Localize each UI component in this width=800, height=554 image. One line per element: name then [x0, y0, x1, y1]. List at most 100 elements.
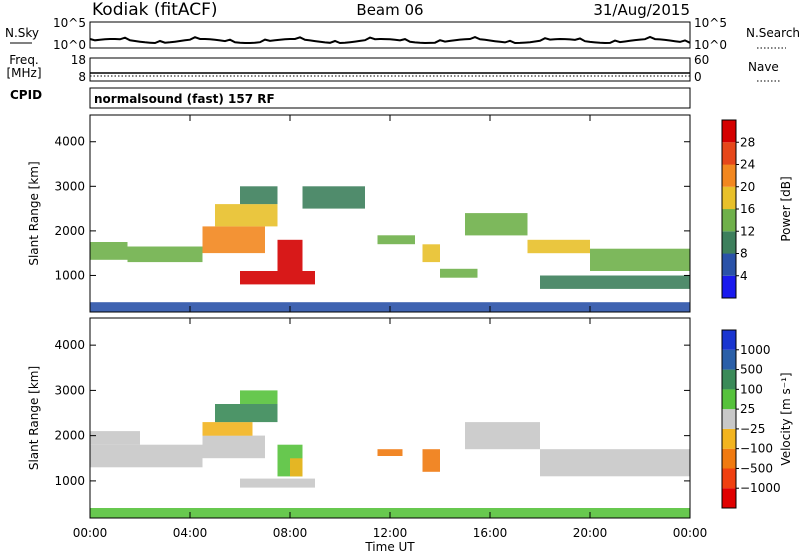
noise-right-tick-top: 10^5 [694, 16, 727, 30]
velocity-colorbar-label-1: 500 [740, 363, 763, 377]
velocity-cell-5 [240, 390, 278, 404]
noise-left-tick-top: 10^5 [53, 16, 86, 30]
velocity-colorbar: 1000 500 100 25 −25 −100 −500 −1000 Velocity [m … [721, 329, 793, 509]
power-colorbar: 28 24 20 16 12 8 4 Power [dB] [721, 119, 793, 299]
velocity-cell-11 [465, 422, 540, 450]
power-colorbar-title: Power [dB] [779, 176, 793, 241]
noise-panel: N.Sky 10^5 10^0 10^5 10^0 N.Search [5, 16, 800, 52]
velocity-panel: 1000 2000 3000 4000 Slant Range [km] [27, 317, 691, 519]
time-tick-label-2: 08:00 [273, 526, 308, 540]
freq-label-line2: [MHz] [6, 66, 41, 80]
power-cell-6 [240, 271, 315, 285]
velocity-colorbar-label-0: 1000 [740, 343, 771, 357]
freq-panel: Freq. [MHz] 18 8 60 0 Nave [6, 53, 780, 84]
power-ytick-label-1: 2000 [54, 224, 85, 238]
time-tick-label-3: 12:00 [373, 526, 408, 540]
power-cell-2 [202, 226, 265, 254]
velocity-cell-9 [377, 449, 403, 456]
velocity-colorbar-swatch-4 [722, 409, 736, 429]
freq-label-line1: Freq. [9, 53, 39, 67]
velocity-cell-4 [215, 404, 278, 423]
time-tick-label-0: 00:00 [73, 526, 108, 540]
freq-left-tick-top: 18 [71, 53, 86, 67]
power-colorbar-swatch-0 [722, 275, 736, 299]
power-cell-3 [215, 204, 278, 227]
velocity-colorbar-swatch-2 [722, 448, 736, 469]
velocity-ytick-label-1: 2000 [54, 429, 85, 443]
power-ytick-label-0: 1000 [54, 268, 85, 282]
velocity-colorbar-label-6: −500 [740, 461, 773, 475]
velocity-colorbar-label-2: 100 [740, 382, 763, 396]
velocity-frame [89, 317, 691, 519]
velocity-colorbar-swatch-5 [722, 389, 736, 410]
velocity-ytick-label-3: 4000 [54, 338, 85, 352]
power-colorbar-swatch-3 [722, 209, 736, 232]
velocity-colorbar-swatch-3 [722, 428, 736, 449]
velocity-cell-8 [240, 478, 315, 488]
time-axis: 00:00 04:00 08:00 12:00 16:00 20:00 00:00 [73, 526, 708, 540]
power-colorbar-label-3: 16 [740, 202, 755, 216]
power-cell-1 [127, 246, 203, 263]
velocity-colorbar-frame [721, 329, 737, 509]
cpid-row: CPID normalsound (fast) 157 RF [10, 87, 691, 109]
x-axis-label: Time UT [364, 540, 415, 554]
power-cell-4 [240, 186, 278, 205]
power-colorbar-label-0: 28 [740, 135, 755, 149]
time-tick-label-6: 00:00 [673, 526, 708, 540]
power-colorbar-label-1: 24 [740, 158, 755, 172]
power-cell-8 [377, 235, 415, 245]
power-cell-5 [277, 239, 303, 271]
time-tick-label-4: 16:00 [473, 526, 508, 540]
station-title: Kodiak (fitACF) [92, 0, 218, 20]
velocity-cell-3 [202, 422, 253, 436]
power-cell-9 [422, 244, 440, 263]
velocity-colorbar-label-3: 25 [740, 402, 755, 416]
velocity-cell-0 [90, 444, 203, 468]
freq-left-tick-bottom: 8 [78, 70, 86, 84]
power-colorbar-label-5: 8 [740, 247, 748, 261]
velocity-colorbar-swatch-1 [722, 468, 736, 489]
power-cell-13 [590, 248, 690, 271]
freq-right-tick-bottom: 0 [694, 70, 702, 84]
power-colorbar-label-6: 4 [740, 269, 748, 283]
velocity-cell-7 [290, 458, 303, 477]
velocity-colorbar-swatch-6 [722, 369, 736, 390]
velocity-cell-2 [202, 435, 265, 459]
cpid-text: normalsound (fast) 157 RF [94, 92, 275, 106]
power-colorbar-swatch-6 [722, 142, 736, 165]
velocity-ytick-label-0: 1000 [54, 474, 85, 488]
velocity-cell-10 [422, 449, 440, 472]
velocity-ylabel: Slant Range [km] [27, 366, 41, 470]
velocity-cell-12 [540, 449, 690, 477]
power-colorbar-swatch-7 [722, 120, 736, 143]
power-cell-10 [440, 268, 478, 278]
velocity-colorbar-label-4: −25 [740, 422, 765, 436]
time-tick-label-1: 04:00 [173, 526, 208, 540]
velocity-colorbar-swatch-8 [722, 330, 736, 350]
power-ytick-label-2: 3000 [54, 179, 85, 193]
power-colorbar-swatch-1 [722, 253, 736, 276]
noise-trace [89, 35, 691, 45]
power-colorbar-swatch-5 [722, 164, 736, 187]
power-colorbar-swatch-2 [722, 231, 736, 254]
noise-sky-label: N.Sky [5, 26, 39, 40]
power-colorbar-label-4: 12 [740, 224, 755, 238]
nave-label: Nave [748, 60, 779, 74]
velocity-colorbar-title: Velocity [m s⁻¹] [779, 372, 793, 465]
velocity-colorbar-swatch-7 [722, 349, 736, 370]
power-ytick-label-3: 4000 [54, 135, 85, 149]
noise-search-label: N.Search [746, 26, 800, 40]
cpid-label: CPID [10, 88, 42, 102]
power-ylabel: Slant Range [km] [27, 161, 41, 265]
power-cell-11 [465, 213, 528, 236]
power-panel: 1000 2000 3000 4000 Slant Range [km] [27, 114, 691, 313]
power-colorbar-swatch-4 [722, 186, 736, 210]
power-cell-0 [90, 242, 128, 260]
velocity-colorbar-label-5: −100 [740, 442, 773, 456]
date-title: 31/Aug/2015 [593, 1, 690, 19]
noise-right-tick-bottom: 10^0 [694, 38, 727, 52]
noise-left-tick-bottom: 10^0 [53, 38, 86, 52]
power-colorbar-label-2: 20 [740, 180, 755, 194]
velocity-colorbar-swatch-0 [722, 488, 736, 508]
